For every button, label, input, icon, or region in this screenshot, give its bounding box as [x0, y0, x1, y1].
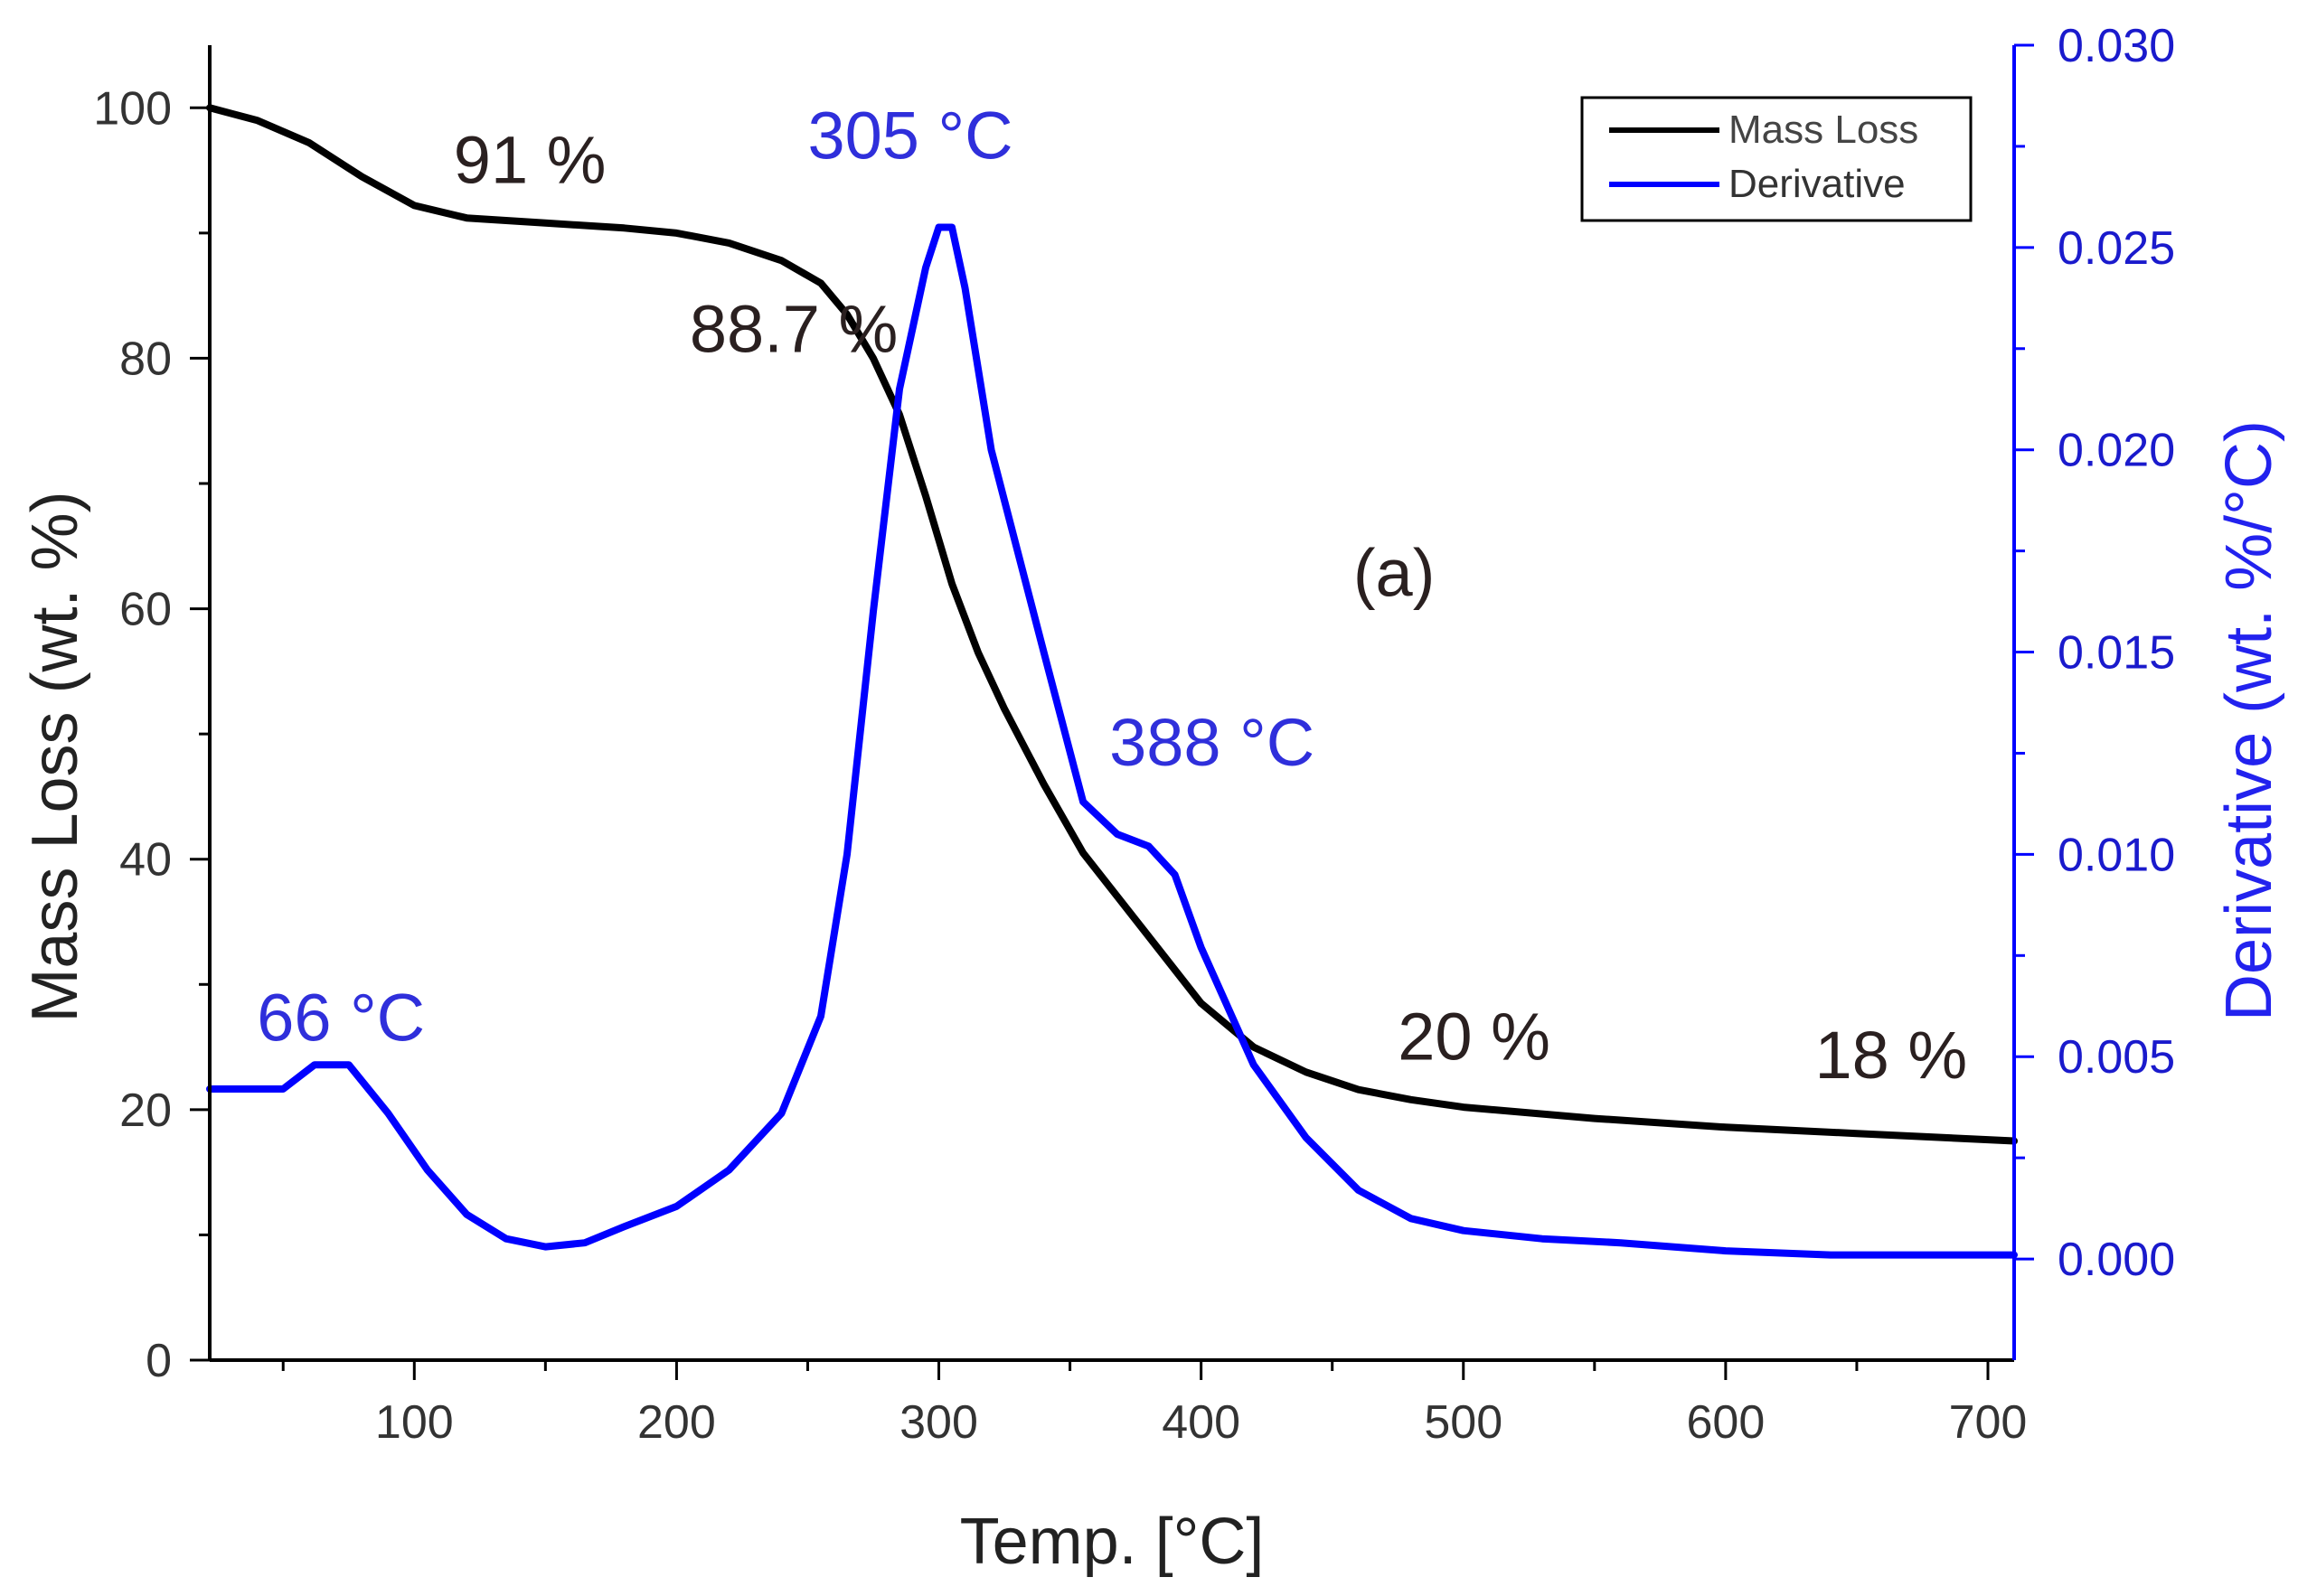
y-axis-title: Mass Loss (wt. %) [19, 491, 91, 1022]
axes-layer [208, 45, 2016, 1362]
y-tick-label: 80 [119, 333, 172, 385]
series-line-derivative [206, 223, 2018, 1259]
y2-tick-label: 0.010 [2058, 829, 2175, 881]
y2-tick-label: 0.025 [2058, 222, 2175, 275]
x-tick-label: 500 [1424, 1396, 1502, 1449]
y-tick-label: 40 [119, 834, 172, 887]
y2-axis-title: Derivative (wt. %/°C) [2213, 420, 2285, 1021]
annotation-label: 305 °C [807, 98, 1012, 173]
x-tick-label: 200 [637, 1396, 716, 1449]
lines-layer [206, 104, 2018, 1259]
legend: Mass Loss Derivative [1580, 96, 1973, 222]
x-tick-label: 300 [899, 1396, 978, 1449]
x-tick-label: 700 [1949, 1396, 2028, 1449]
y2-tick-label: 0.005 [2058, 1031, 2175, 1084]
ticks-layer: 100 200 300 400 500 600 700 0 20 40 60 80 100 0.000 0.… [93, 20, 2175, 1449]
legend-box [1580, 96, 1973, 222]
annotation-label: 88.7 % [690, 292, 898, 367]
legend-label-derivative: Derivative [1728, 162, 1906, 206]
y2-tick-label: 0.030 [2058, 20, 2175, 72]
legend-label-mass-loss: Mass Loss [1728, 108, 1918, 152]
x-tick-label: 600 [1686, 1396, 1765, 1449]
y2-tick-label: 0.000 [2058, 1234, 2175, 1286]
y-tick-label: 0 [146, 1335, 172, 1387]
y-tick-label: 100 [93, 82, 172, 135]
annotation-label: 20 % [1398, 999, 1550, 1074]
y-tick-label: 60 [119, 584, 172, 636]
annotation-label: 91 % [454, 122, 607, 197]
y2-tick-label: 0.020 [2058, 425, 2175, 477]
x-tick-label: 400 [1162, 1396, 1240, 1449]
y2-tick-label: 0.015 [2058, 627, 2175, 680]
annotation-label: (a) [1353, 536, 1435, 611]
x-tick-label: 100 [375, 1396, 454, 1449]
annotation-label: 18 % [1815, 1018, 1968, 1093]
annotation-label: 388 °C [1109, 705, 1314, 780]
annotation-label: 66 °C [257, 980, 425, 1055]
series-line-mass-loss [206, 104, 2018, 1145]
y-tick-label: 20 [119, 1084, 172, 1137]
annotations-layer: 91 % 88.7 % 305 °C 388 °C 66 °C 20 % 18 % (a) [257, 98, 1967, 1093]
x-axis-title: Temp. [°C] [960, 1506, 1265, 1578]
